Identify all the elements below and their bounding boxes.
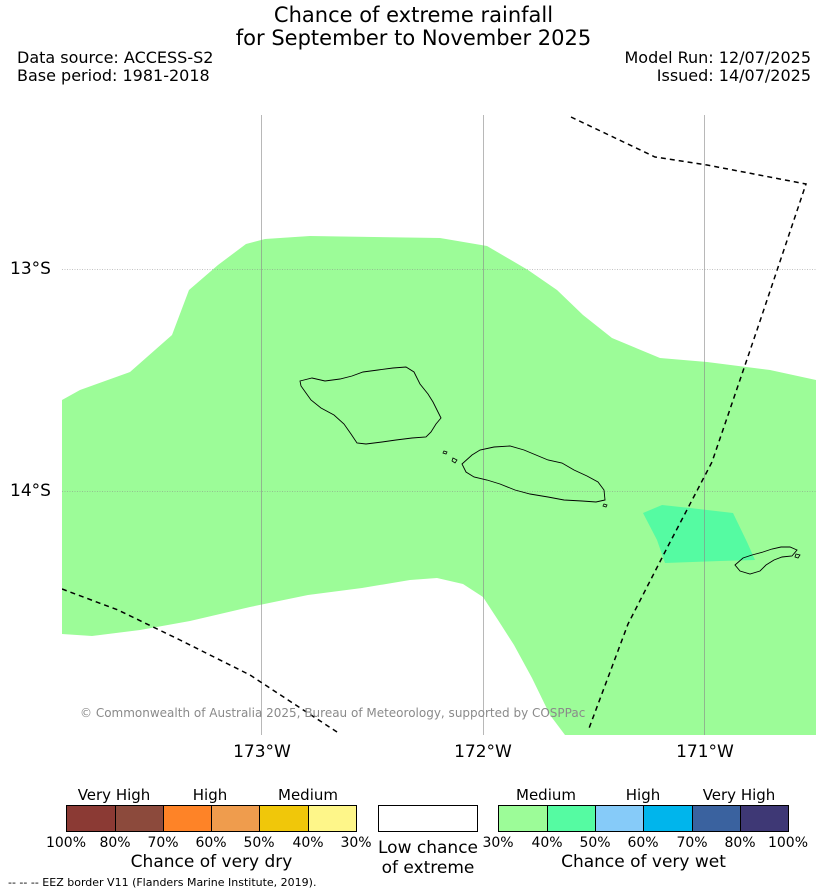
wet-swatch-60-70 [644, 806, 693, 831]
wet-tick: 40% [531, 835, 563, 851]
wet-high-label: High [625, 786, 661, 804]
wet-very-high-label: Very High [702, 786, 776, 804]
wet-tick: 80% [724, 835, 756, 851]
eez-footnote: -- -- -- EEZ border V11 (Flanders Marine… [8, 876, 317, 889]
medium-wet-region [62, 236, 816, 735]
wet-medium-label: Medium [516, 786, 576, 804]
chart-title: Chance of extreme rainfall [273, 3, 554, 27]
lon-label-171w: 171°W [676, 742, 734, 762]
dry-tick: 60% [195, 835, 227, 851]
lat-label-14s: 14°S [10, 481, 51, 501]
wet-tick: 30% [482, 835, 514, 851]
wet-tick: 70% [676, 835, 708, 851]
low-chance-label: Low chance of extreme [362, 838, 494, 878]
wet-swatch-40-50 [548, 806, 596, 831]
dry-tick: 30% [340, 835, 372, 851]
issued-text: Issued: 14/07/2025 [656, 66, 811, 85]
low-chance-line1: Low chance [378, 838, 478, 858]
model-run-text: Model Run: 12/07/2025 [624, 48, 812, 67]
gridlines [62, 115, 816, 735]
dry-swatch-100-80 [67, 806, 116, 831]
savaii-island [299, 366, 442, 445]
upolu-island [461, 445, 606, 503]
aunuu-island [794, 553, 801, 559]
lat-label-13s: 13°S [10, 259, 51, 279]
dry-tick: 80% [99, 835, 131, 851]
base-period-text: Base period: 1981-2018 [17, 66, 210, 85]
dry-tick: 50% [243, 835, 275, 851]
tutuila-island [734, 546, 798, 575]
copyright-text: © Commonwealth of Australia 2025, Bureau… [80, 706, 586, 720]
wet-legend-title: Chance of very wet [561, 852, 726, 872]
wet-swatch-30-40 [499, 806, 548, 831]
wet-swatch-70-80 [693, 806, 741, 831]
low-chance-line2: of extreme [381, 858, 475, 878]
dry-tick: 40% [292, 835, 324, 851]
wet-swatch-80-100 [741, 806, 788, 831]
lon-label-173w: 173°W [233, 742, 291, 762]
dry-medium-label: Medium [278, 786, 338, 804]
dry-swatch-50-40 [260, 806, 309, 831]
eez-border [62, 116, 807, 735]
high-wet-region [643, 505, 755, 563]
dry-swatch-80-70 [116, 806, 164, 831]
data-source-text: Data source: ACCESS-S2 [17, 48, 214, 67]
lon-label-172w: 172°W [454, 742, 512, 762]
dry-tick: 100% [45, 835, 87, 851]
wet-tick: 60% [627, 835, 659, 851]
wet-swatch-50-60 [596, 806, 644, 831]
dry-colorbar [66, 805, 357, 832]
dry-swatch-40-30 [309, 806, 356, 831]
dry-legend-title: Chance of very dry [130, 852, 293, 872]
nuutele-island [602, 503, 608, 508]
dry-tick: 70% [147, 835, 179, 851]
wet-tick: 100% [767, 835, 809, 851]
wet-tick: 50% [579, 835, 611, 851]
chart-subtitle: for September to November 2025 [235, 26, 592, 50]
dry-high-label: High [192, 786, 228, 804]
low-chance-swatch [378, 805, 478, 832]
wet-colorbar [498, 805, 789, 832]
dry-very-high-label: Very High [77, 786, 151, 804]
dry-swatch-70-60 [164, 806, 212, 831]
manono-island [451, 457, 458, 464]
apolima-island [442, 450, 448, 455]
dry-swatch-60-50 [212, 806, 260, 831]
